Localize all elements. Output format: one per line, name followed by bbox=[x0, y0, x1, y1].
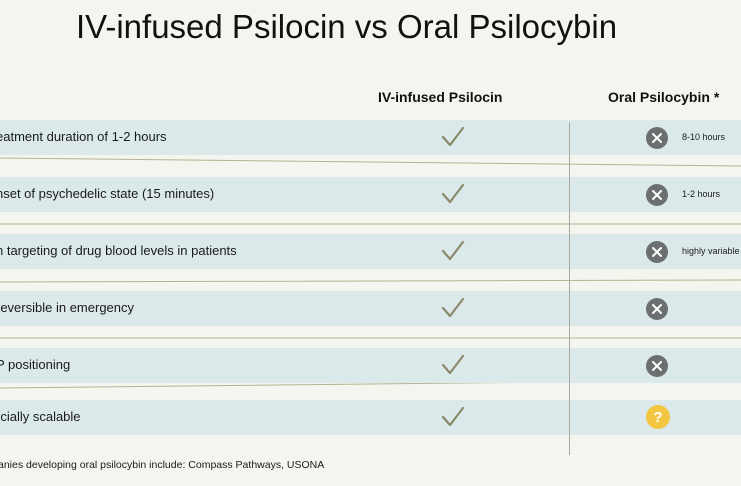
separator-line bbox=[0, 157, 741, 167]
check-icon bbox=[441, 183, 465, 204]
check-icon bbox=[441, 406, 465, 427]
oral-note: 1-2 hours bbox=[682, 189, 721, 199]
table-row: nset of psychedelic state (15 minutes) 1… bbox=[0, 177, 741, 212]
check-icon bbox=[441, 126, 465, 147]
x-icon bbox=[646, 298, 668, 320]
oral-note: 8-10 hours bbox=[682, 132, 726, 142]
row-label: n targeting of drug blood levels in pati… bbox=[0, 243, 237, 258]
question-icon: ? bbox=[646, 405, 670, 429]
table-row: rcially scalable ? bbox=[0, 400, 741, 435]
footnote: anies developing oral psilocybin include… bbox=[0, 459, 325, 471]
row-label: eatment duration of 1-2 hours bbox=[0, 129, 167, 144]
check-icon bbox=[441, 240, 465, 261]
x-icon bbox=[646, 127, 668, 149]
row-label: nset of psychedelic state (15 minutes) bbox=[0, 186, 215, 201]
row-label: reversible in emergency bbox=[0, 300, 135, 315]
column-header-oral: Oral Psilocybin * bbox=[608, 89, 720, 105]
page-title: IV-infused Psilocin vs Oral Psilocybin bbox=[76, 8, 618, 45]
x-icon bbox=[646, 184, 668, 206]
table-row: reversible in emergency bbox=[0, 291, 741, 326]
check-icon bbox=[441, 354, 465, 375]
column-divider bbox=[569, 122, 570, 455]
row-label: rcially scalable bbox=[0, 409, 81, 424]
oral-note: highly variable bbox=[682, 246, 740, 256]
table-row: n targeting of drug blood levels in pati… bbox=[0, 234, 741, 269]
column-header-iv: IV-infused Psilocin bbox=[378, 89, 503, 105]
x-icon bbox=[646, 355, 668, 377]
table-row: eatment duration of 1-2 hours 8-10 hours bbox=[0, 120, 741, 155]
check-icon bbox=[441, 297, 465, 318]
table-row: P positioning bbox=[0, 348, 741, 383]
row-label: P positioning bbox=[0, 357, 71, 372]
x-icon bbox=[646, 241, 668, 263]
separator-line bbox=[0, 279, 741, 283]
